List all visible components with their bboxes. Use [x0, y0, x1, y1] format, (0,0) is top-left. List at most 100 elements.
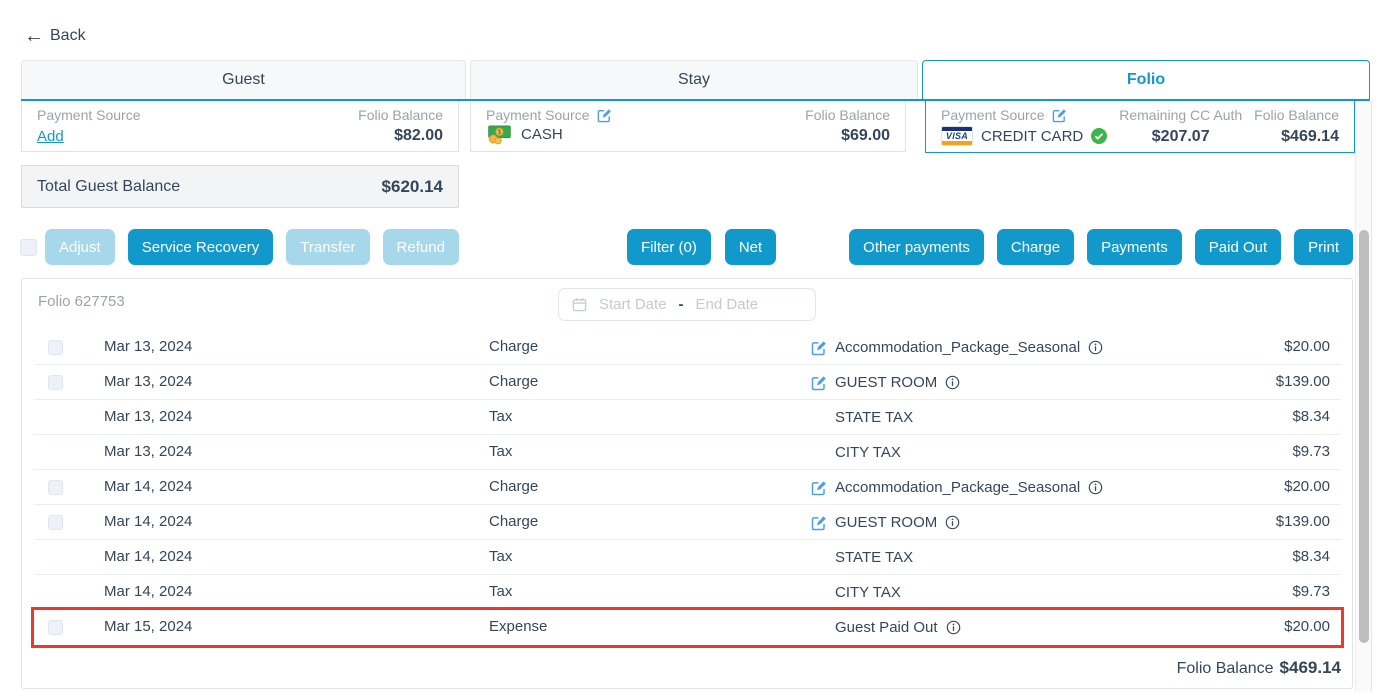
add-payment-source-link[interactable]: Add [37, 128, 64, 145]
tab-stay[interactable]: Stay [470, 60, 918, 99]
transaction-amount: $20.00 [1284, 618, 1330, 635]
edit-payment-source-icon[interactable] [597, 108, 612, 123]
transaction-amount: $9.73 [1292, 583, 1330, 600]
tab-guest[interactable]: Guest [21, 60, 466, 99]
table-row: Mar 14, 2024 Tax CITY TAX $9.73 [34, 575, 1341, 610]
transaction-type: Charge [489, 373, 539, 390]
verified-check-icon [1091, 128, 1108, 144]
select-all-checkbox[interactable] [20, 239, 37, 256]
charge-button[interactable]: Charge [996, 229, 1075, 265]
tab-guest-label: Guest [222, 71, 265, 88]
table-row: Mar 14, 2024 Tax STATE TAX $8.34 [34, 540, 1341, 575]
total-guest-balance-value: $620.14 [381, 176, 443, 196]
back-label: Back [50, 27, 86, 44]
guest-payment-source-label: Payment Source [37, 107, 141, 123]
transaction-type: Tax [489, 408, 513, 425]
transaction-type: Expense [489, 618, 548, 635]
transaction-date: Mar 14, 2024 [104, 548, 193, 565]
end-date-placeholder[interactable]: End Date [695, 296, 759, 313]
info-icon[interactable] [1088, 340, 1103, 355]
transaction-type: Tax [489, 583, 513, 600]
print-button[interactable]: Print [1294, 229, 1353, 265]
filter-button[interactable]: Filter (0) [627, 229, 711, 265]
back-button[interactable]: ← Back [24, 26, 86, 46]
info-icon[interactable] [945, 515, 960, 530]
transaction-description: GUEST ROOM [835, 514, 938, 531]
folio-balance-footer-label: Folio Balance [1176, 660, 1274, 677]
transaction-date: Mar 15, 2024 [104, 618, 193, 635]
scrollbar-thumb[interactable] [1359, 230, 1369, 643]
tab-folio[interactable]: Folio [922, 60, 1370, 99]
row-checkbox[interactable] [48, 375, 63, 390]
transaction-description: Guest Paid Out [835, 619, 938, 636]
table-row: Mar 13, 2024 Charge Accommodation_Packag… [34, 330, 1341, 365]
transaction-amount: $139.00 [1275, 513, 1330, 530]
transfer-button[interactable]: Transfer [286, 229, 370, 265]
info-icon[interactable] [1088, 480, 1103, 495]
transaction-type: Charge [489, 513, 539, 530]
row-checkbox[interactable] [48, 515, 63, 530]
info-icon[interactable] [945, 375, 960, 390]
service-recovery-button[interactable]: Service Recovery [127, 229, 274, 265]
transaction-description: Accommodation_Package_Seasonal [835, 339, 1081, 356]
edit-transaction-icon[interactable] [811, 375, 827, 391]
transaction-date: Mar 14, 2024 [104, 583, 193, 600]
transaction-amount: $8.34 [1292, 548, 1330, 565]
edit-transaction-icon[interactable] [811, 340, 827, 356]
row-checkbox[interactable] [48, 340, 63, 355]
transaction-description: CITY TAX [835, 444, 901, 461]
total-guest-balance-label: Total Guest Balance [37, 177, 181, 195]
folio-balance-footer-value: $469.14 [1279, 658, 1341, 677]
transaction-date: Mar 14, 2024 [104, 478, 193, 495]
folio-payment-source-label: Payment Source [941, 107, 1045, 123]
transactions-body: Mar 13, 2024 Charge Accommodation_Packag… [31, 330, 1344, 648]
folio-transactions-panel: Folio 627753 Start Date - End Date Mar 1… [21, 278, 1353, 689]
transaction-date: Mar 13, 2024 [104, 373, 193, 390]
table-row: Mar 15, 2024 Expense Guest Paid Out $20.… [31, 607, 1344, 648]
vertical-scrollbar[interactable] [1355, 101, 1372, 692]
table-row: Mar 13, 2024 Charge GUEST ROOM $139.00 [34, 365, 1341, 400]
row-checkbox[interactable] [48, 620, 63, 635]
adjust-button[interactable]: Adjust [45, 229, 115, 265]
edit-transaction-icon[interactable] [811, 515, 827, 531]
table-row: Mar 13, 2024 Tax CITY TAX $9.73 [34, 435, 1341, 470]
paid-out-button[interactable]: Paid Out [1194, 229, 1282, 265]
transaction-type: Tax [489, 443, 513, 460]
transaction-amount: $8.34 [1292, 408, 1330, 425]
transaction-type: Charge [489, 338, 539, 355]
active-tab-underline [21, 99, 1370, 101]
info-icon[interactable] [946, 620, 961, 635]
net-button[interactable]: Net [724, 229, 777, 265]
transaction-type: Charge [489, 478, 539, 495]
transaction-amount: $9.73 [1292, 443, 1330, 460]
date-range-input[interactable]: Start Date - End Date [558, 288, 816, 321]
stay-payment-source-label: Payment Source [486, 107, 590, 123]
transaction-date: Mar 14, 2024 [104, 513, 193, 530]
folio-balance-label: Folio Balance [1254, 107, 1339, 123]
transaction-type: Tax [489, 548, 513, 565]
remaining-cc-auth-label: Remaining CC Auth [1119, 107, 1243, 123]
guest-folio-balance-label: Folio Balance [358, 107, 443, 123]
folio-balance-footer: Folio Balance $469.14 [1177, 658, 1341, 678]
payments-button[interactable]: Payments [1087, 229, 1182, 265]
row-checkbox[interactable] [48, 480, 63, 495]
refund-button[interactable]: Refund [382, 229, 459, 265]
transaction-description: STATE TAX [835, 549, 914, 566]
table-row: Mar 14, 2024 Charge Accommodation_Packag… [34, 470, 1341, 505]
transaction-amount: $139.00 [1275, 373, 1330, 390]
folio-number: Folio 627753 [38, 293, 125, 310]
stay-payment-method: CASH [521, 126, 563, 143]
stay-folio-balance-value: $69.00 [841, 127, 890, 144]
start-date-placeholder[interactable]: Start Date [599, 296, 667, 313]
cash-icon: $ [486, 124, 513, 145]
edit-transaction-icon[interactable] [811, 480, 827, 496]
calendar-icon [572, 297, 587, 312]
folio-payment-method: CREDIT CARD [981, 127, 1084, 145]
stay-folio-balance-label: Folio Balance [805, 107, 890, 123]
transaction-description: GUEST ROOM [835, 374, 938, 391]
other-payments-button[interactable]: Other payments [849, 229, 984, 265]
transaction-date: Mar 13, 2024 [104, 338, 193, 355]
transaction-amount: $20.00 [1284, 338, 1330, 355]
table-row: Mar 13, 2024 Tax STATE TAX $8.34 [34, 400, 1341, 435]
edit-payment-source-icon[interactable] [1052, 108, 1067, 123]
